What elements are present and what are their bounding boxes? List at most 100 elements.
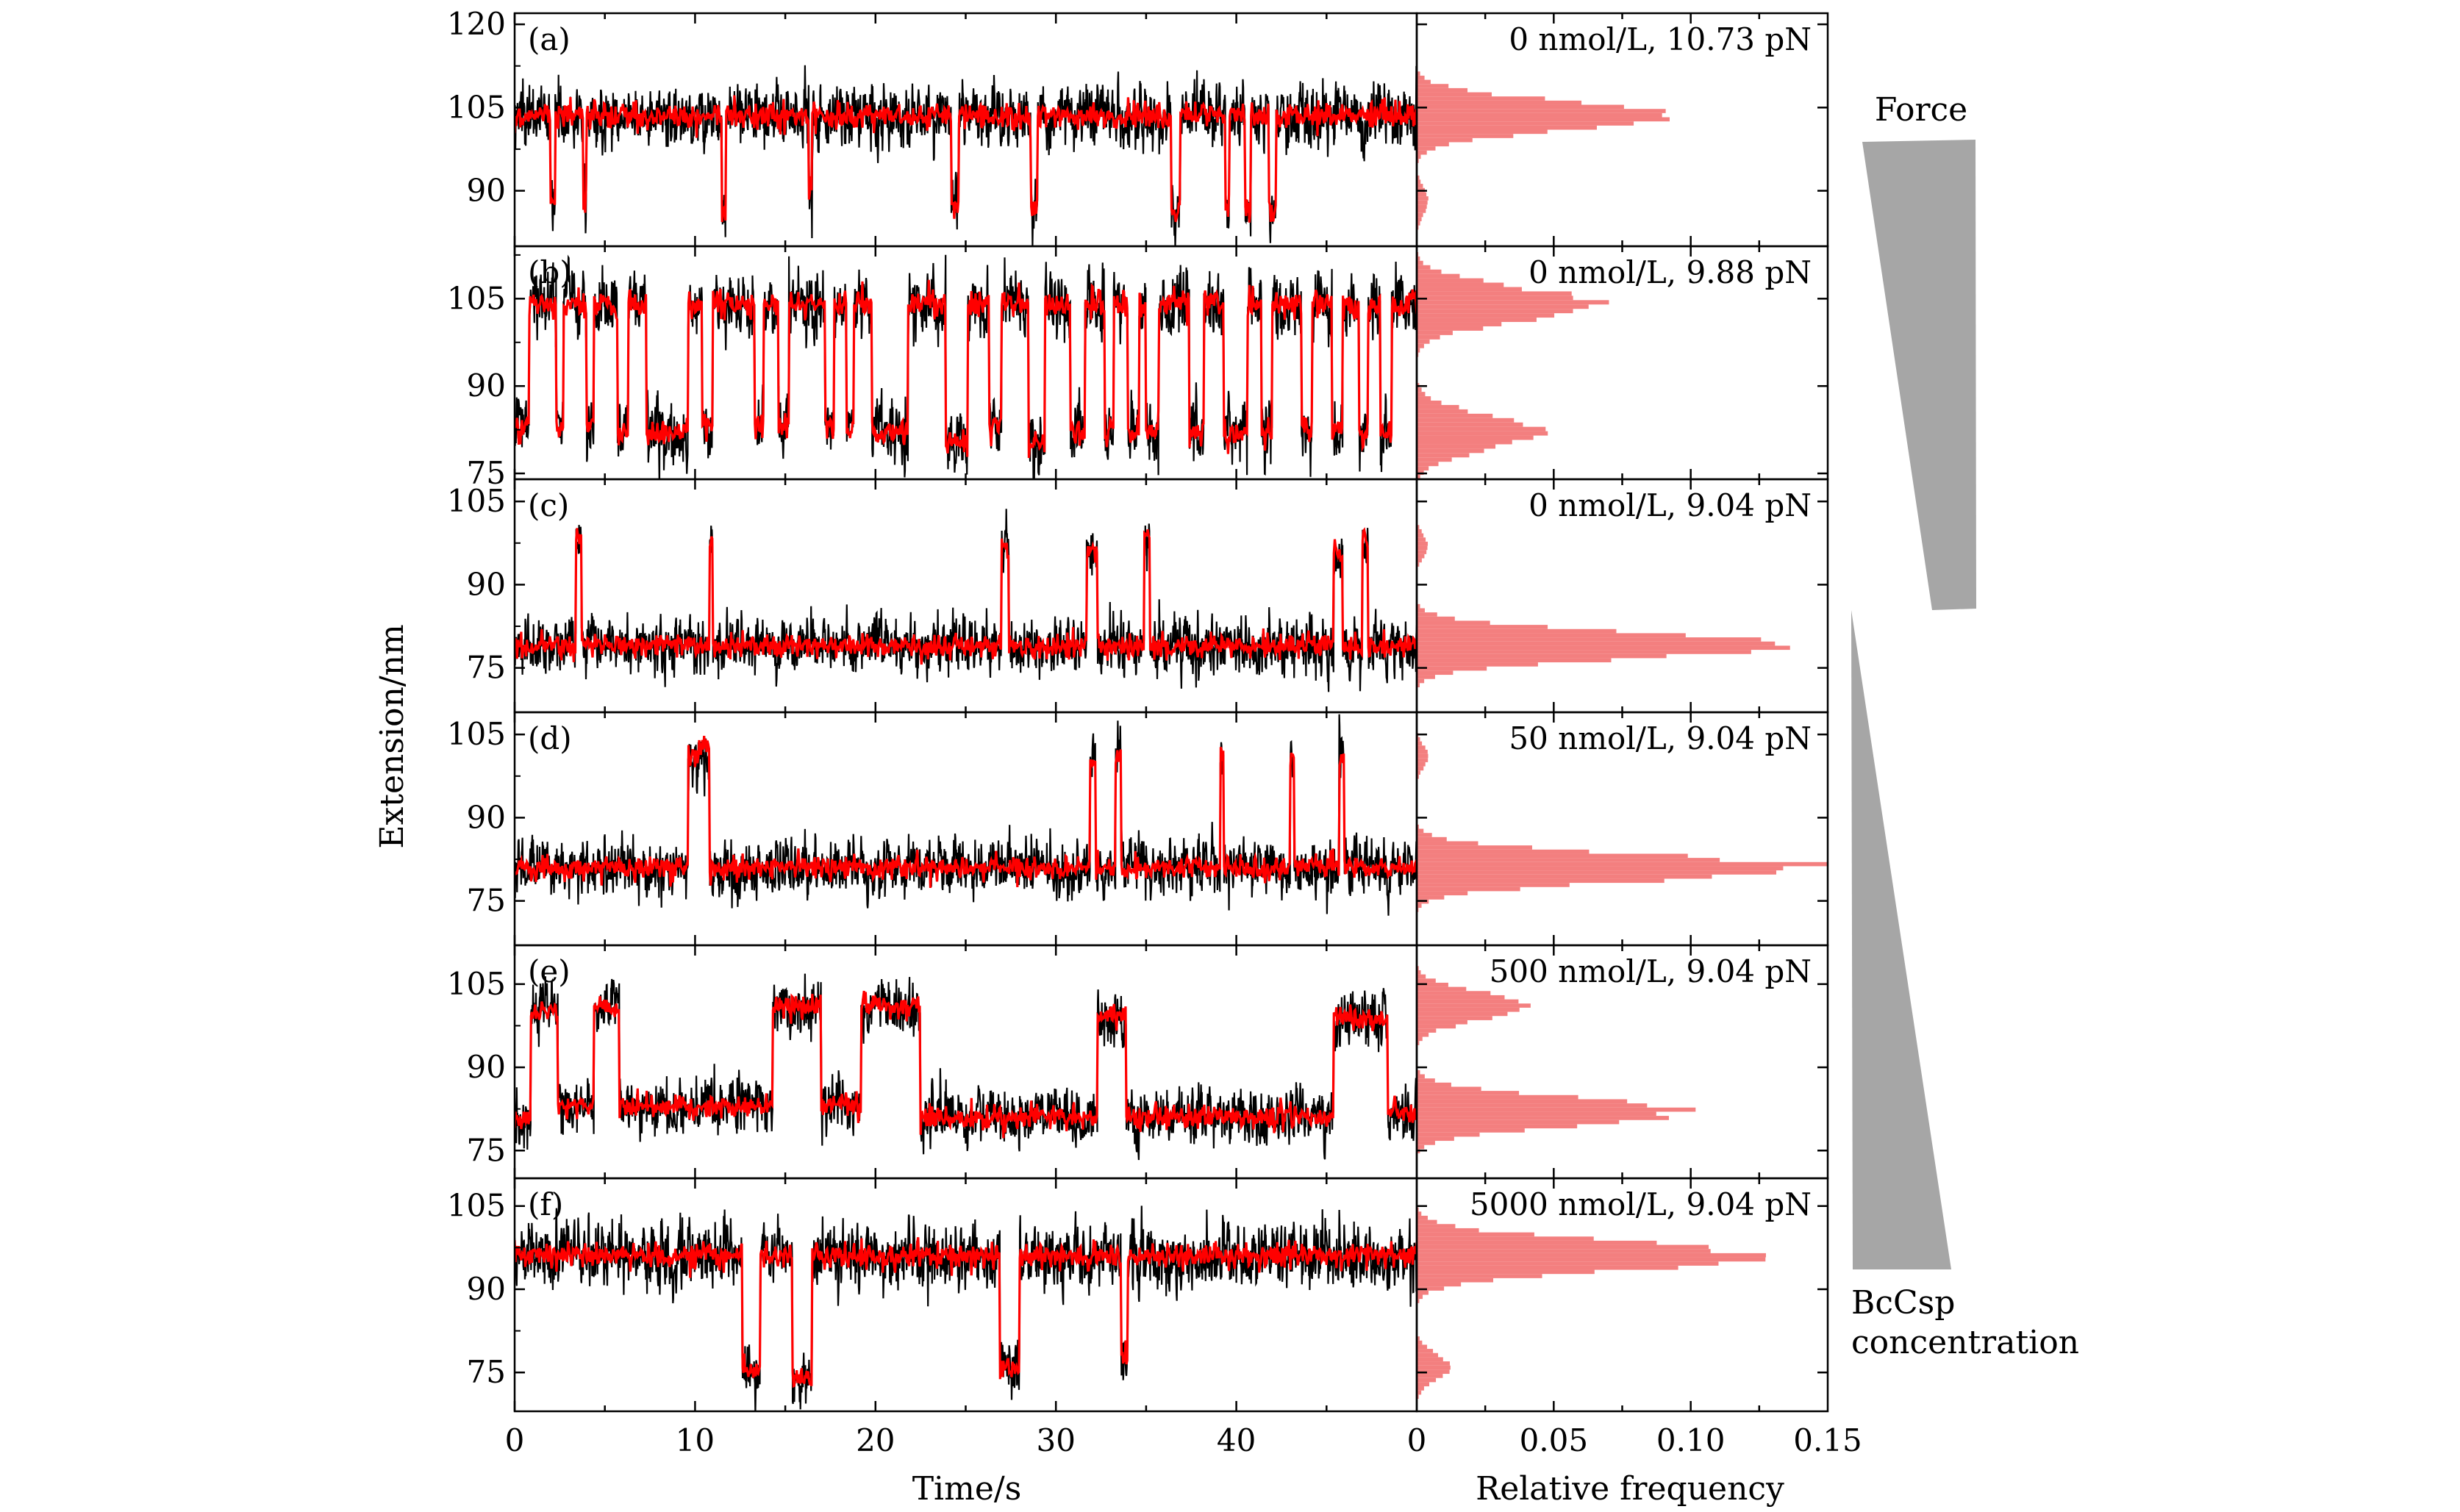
hist-bar bbox=[1417, 1224, 1456, 1228]
hist-bar bbox=[1417, 1011, 1508, 1017]
histogram bbox=[1417, 1207, 1766, 1400]
hist-bar bbox=[1417, 287, 1522, 292]
hist-bar bbox=[1417, 175, 1420, 180]
hist-bar bbox=[1417, 650, 1751, 654]
hist-bar bbox=[1417, 192, 1427, 197]
hist-bar bbox=[1417, 533, 1424, 538]
histogram bbox=[1417, 966, 1696, 1154]
filtered-trace bbox=[515, 279, 1417, 459]
y-tick-label: 105 bbox=[447, 483, 506, 519]
panel-0: 90 105 120 (a) 0 nmol/L, 10.73 pN bbox=[447, 6, 1829, 248]
hist-bar bbox=[1417, 79, 1431, 85]
filtered-trace bbox=[515, 1237, 1417, 1389]
hist-bar bbox=[1417, 1082, 1451, 1087]
hist-bar bbox=[1417, 1274, 1542, 1278]
hist-bar bbox=[1417, 662, 1538, 667]
hist-bar bbox=[1417, 1269, 1595, 1275]
hist-bar bbox=[1417, 558, 1422, 563]
hist-bar bbox=[1417, 1361, 1450, 1366]
hist-bar bbox=[1417, 1257, 1766, 1262]
panel-tag: (c) bbox=[528, 487, 569, 523]
hist-bar bbox=[1417, 273, 1460, 279]
hist-bar bbox=[1417, 828, 1424, 834]
hist-x-axis-title: Relative frequency bbox=[1476, 1470, 1784, 1508]
hist-bar bbox=[1417, 318, 1537, 323]
hist-bar bbox=[1417, 1041, 1420, 1045]
hist-bar bbox=[1417, 418, 1515, 423]
hist-bar bbox=[1417, 435, 1534, 440]
hist-bar bbox=[1417, 966, 1419, 970]
hist-bar bbox=[1417, 159, 1419, 163]
hist-bar bbox=[1417, 1299, 1420, 1303]
hist-bar bbox=[1417, 886, 1520, 892]
hist-bar bbox=[1417, 991, 1491, 995]
hist-bar bbox=[1417, 995, 1505, 1000]
hist-bar bbox=[1417, 1282, 1462, 1287]
x-tick-label: 10 bbox=[676, 1422, 715, 1458]
y-tick-label: 120 bbox=[447, 6, 506, 42]
filtered-trace bbox=[515, 735, 1417, 888]
condition-label: 5000 nmol/L, 9.04 pN bbox=[1470, 1186, 1812, 1222]
hist-bar bbox=[1417, 104, 1624, 110]
hist-bar bbox=[1417, 291, 1572, 296]
hist-bar bbox=[1417, 678, 1425, 684]
hist-bar bbox=[1417, 1352, 1439, 1358]
hist-bar bbox=[1417, 457, 1452, 462]
hist-bar bbox=[1417, 861, 1828, 867]
hist-bar bbox=[1417, 836, 1447, 842]
y-tick-label: 75 bbox=[467, 650, 506, 686]
hist-bar bbox=[1417, 142, 1449, 147]
hist-bar bbox=[1417, 348, 1420, 353]
hist-bar bbox=[1417, 179, 1421, 184]
x-axis-title: Time/s bbox=[912, 1470, 1022, 1508]
hist-bar bbox=[1417, 422, 1523, 427]
hist-bar bbox=[1417, 200, 1428, 205]
histogram bbox=[1417, 251, 1609, 479]
hist-bar bbox=[1417, 146, 1436, 151]
hist-bar bbox=[1417, 392, 1426, 397]
hist-bar bbox=[1417, 608, 1425, 613]
hist-bar bbox=[1417, 1016, 1492, 1020]
hist-bar bbox=[1417, 1099, 1628, 1104]
hist-bar bbox=[1417, 883, 1570, 887]
raw-trace bbox=[515, 254, 1417, 479]
hist-bar bbox=[1417, 645, 1790, 651]
hist-bar bbox=[1417, 1003, 1531, 1008]
hist-bar bbox=[1417, 970, 1421, 975]
hist-bar bbox=[1417, 221, 1420, 226]
histogram bbox=[1417, 733, 1828, 912]
hist-bar bbox=[1417, 1249, 1711, 1253]
x-tick-label: 0 bbox=[505, 1422, 525, 1458]
hist-bar bbox=[1417, 1365, 1451, 1370]
hist-bar bbox=[1417, 1349, 1434, 1353]
hist-bar bbox=[1417, 741, 1423, 746]
panel-tag: (a) bbox=[528, 21, 571, 57]
hist-bar bbox=[1417, 269, 1442, 274]
hist-bar bbox=[1417, 313, 1555, 318]
hist-bar bbox=[1417, 675, 1435, 679]
hist-bar bbox=[1417, 209, 1426, 213]
condition-label: 0 nmol/L, 9.04 pN bbox=[1528, 487, 1812, 523]
hist-bar bbox=[1417, 1107, 1696, 1112]
hist-bar bbox=[1417, 322, 1502, 326]
hist-bar bbox=[1417, 1215, 1428, 1220]
hist-bar bbox=[1417, 849, 1590, 854]
hist-bar bbox=[1417, 541, 1429, 546]
hist-bar bbox=[1417, 903, 1422, 909]
hist-bar bbox=[1417, 853, 1688, 859]
concentration-wedge bbox=[1851, 610, 1951, 1269]
hist-bar bbox=[1417, 96, 1545, 101]
hist-bar bbox=[1417, 758, 1429, 762]
hist-bar bbox=[1417, 612, 1437, 617]
hist-bar bbox=[1417, 1394, 1419, 1400]
hist-bar bbox=[1417, 84, 1449, 88]
panel-5: 75 90 105 (f) 5000 nmol/L, 9.04 pN bbox=[447, 1177, 1829, 1413]
trace-frame bbox=[513, 478, 1418, 714]
hist-bar bbox=[1417, 117, 1670, 122]
hist-bar bbox=[1417, 982, 1448, 987]
hist-bar bbox=[1417, 628, 1617, 634]
hist-bar bbox=[1417, 129, 1548, 135]
hist-bar bbox=[1417, 545, 1428, 551]
hist-bar bbox=[1417, 1336, 1420, 1341]
